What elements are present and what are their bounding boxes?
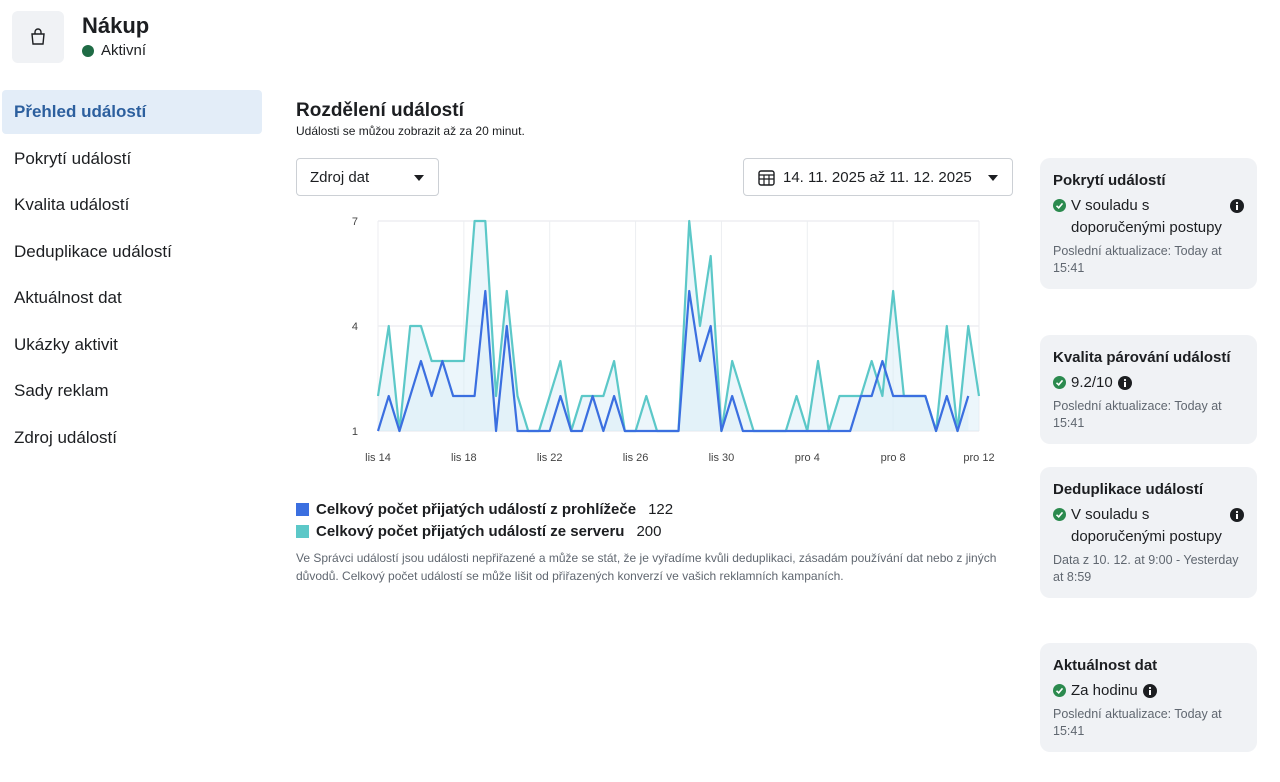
card-detail: Poslední aktualizace: Today at 15:41 (1053, 707, 1222, 738)
series-line (376, 289, 970, 433)
info-dot (1235, 510, 1239, 514)
card-status: V souladu s doporučenými postupy (1053, 195, 1244, 239)
legend-total: 122 (648, 500, 674, 518)
info-bar (1148, 690, 1151, 695)
info-bar (1236, 205, 1238, 210)
nav-item[interactable]: Zdroj událostí (14, 427, 117, 447)
chart: 1 4 7 lis 14 lis 18 lis 22 lis 26 lis 30 pro 4 pr… (352, 216, 995, 464)
legend-entry: Celkový počet přijatých událostí ze serv… (296, 520, 673, 542)
x-tick-label: lis 22 (537, 452, 563, 464)
status-card: Pokrytí událostí V souladu s doporučenými… (1040, 158, 1257, 289)
event-icon (12, 11, 64, 63)
x-tick-label: lis 30 (709, 452, 735, 464)
x-tick-label: lis 14 (365, 452, 391, 464)
check-mark (1055, 687, 1064, 694)
card-detail: Data z 10. 12. at 9:00 - Yesterday at 8:… (1053, 553, 1239, 584)
info-icon[interactable] (1142, 684, 1157, 698)
footnote: Ve Správci událostí jsou události nepřiř… (296, 551, 997, 583)
status-card: Deduplikace událostí V souladu s doporuče… (1040, 467, 1257, 598)
info-dot (1148, 686, 1151, 690)
y-tick-label: 7 (352, 216, 358, 228)
y-tick-label: 4 (352, 321, 358, 333)
check-mark (1055, 202, 1064, 209)
section-subtitle: Události se můžou zobrazit až za 20 minu… (296, 124, 525, 138)
check-icon (1053, 684, 1066, 697)
status-card: Aktuálnost dat Za hodinu Poslední aktualiz… (1040, 643, 1257, 752)
info-bar (1236, 514, 1238, 519)
x-tick-label: pro 4 (795, 452, 820, 464)
event-title: Nákup (82, 13, 150, 38)
info-icon[interactable] (1117, 376, 1132, 390)
status-dot (82, 44, 94, 57)
card-title: Deduplikace událostí (1053, 481, 1204, 498)
legend-name: Celkový počet přijatých událostí z prohl… (316, 500, 637, 518)
card-status: Za hodinu (1053, 680, 1244, 702)
calendar-icon (758, 169, 775, 186)
bag-icon (31, 28, 45, 45)
card-title: Pokrytí událostí (1053, 172, 1166, 189)
check-icon (1053, 199, 1066, 212)
card-detail: Poslední aktualizace: Today at 15:41 (1053, 399, 1222, 430)
card-status: 9.2/10 (1053, 372, 1244, 394)
source-dropdown[interactable]: Zdroj dat (296, 158, 439, 196)
legend-entry: Celkový počet přijatých událostí z prohl… (296, 498, 673, 520)
series-area (378, 291, 969, 431)
side-nav: Přehled událostí Pokrytí událostí Kvalita … (0, 90, 262, 462)
status-text: Aktivní (101, 42, 147, 59)
status-card: Kvalita párování událostí 9.2/10 Poslední … (1040, 335, 1257, 444)
x-tick-label: pro 8 (881, 452, 906, 464)
info-dot (1123, 378, 1126, 382)
info-icon[interactable] (1230, 199, 1244, 213)
x-tick-label: pro 12 (963, 452, 994, 464)
card-detail: Poslední aktualizace: Today at 15:41 (1053, 244, 1222, 275)
check-icon (1053, 508, 1066, 521)
card-status-text: V souladu s doporučenými postupy (1071, 506, 1222, 545)
legend-swatch (296, 524, 309, 538)
dropdown-label: Zdroj dat (310, 168, 370, 186)
caret (414, 175, 424, 181)
check-bg (1053, 508, 1066, 521)
nav-item[interactable]: Ukázky aktivit (14, 334, 118, 354)
check-bg (1053, 199, 1066, 212)
nav-item[interactable]: Sady reklam (14, 381, 109, 400)
card-status: V souladu s doporučenými postupy (1053, 504, 1244, 548)
card-status-text: Za hodinu (1071, 682, 1138, 699)
caret (988, 175, 998, 181)
info-bar (1123, 382, 1126, 387)
check-mark (1055, 511, 1064, 518)
legend: Celkový počet přijatých událostí z prohl… (296, 498, 673, 542)
date-range: 14. 11. 2025 až 11. 12. 2025 (783, 168, 972, 186)
info-icon[interactable] (1230, 508, 1244, 522)
legend-name: Celkový počet přijatých událostí ze serv… (316, 522, 625, 540)
card-title: Aktuálnost dat (1053, 657, 1158, 674)
check-bg (1053, 376, 1066, 389)
y-tick-label: 1 (352, 426, 358, 438)
nav-item[interactable]: Kvalita událostí (14, 195, 130, 214)
date-picker[interactable]: 14. 11. 2025 až 11. 12. 2025 (743, 158, 1013, 196)
nav-item[interactable]: Aktuálnost dat (14, 288, 122, 307)
nav-item[interactable]: Přehled událostí (2, 90, 262, 134)
x-tick-label: lis 26 (623, 452, 649, 464)
info-dot (1235, 201, 1239, 205)
section-title: Rozdělení událostí (296, 100, 464, 121)
card-title: Kvalita párování událostí (1053, 349, 1231, 366)
legend-total: 200 (636, 522, 662, 540)
x-tick-label: lis 18 (451, 452, 477, 464)
check-icon (1053, 376, 1066, 389)
check-bg (1053, 684, 1066, 697)
card-status-text: V souladu s doporučenými postupy (1071, 197, 1222, 236)
check-mark (1055, 379, 1064, 386)
card-status-text: 9.2/10 (1071, 374, 1113, 391)
nav-item[interactable]: Deduplikace událostí (14, 241, 172, 261)
nav-item[interactable]: Pokrytí událostí (14, 148, 132, 168)
legend-swatch (296, 502, 309, 516)
event-status: Aktivní (82, 42, 146, 59)
